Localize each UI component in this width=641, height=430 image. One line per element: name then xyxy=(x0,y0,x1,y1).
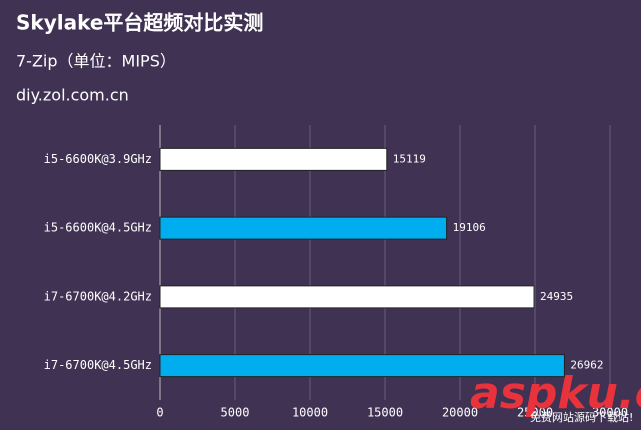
data-label: 15119 xyxy=(393,152,426,165)
y-tick-label: i5-6600K@3.9GHz xyxy=(44,152,152,166)
y-tick-label: i5-6600K@4.5GHz xyxy=(44,221,152,235)
x-tick-label: 25000 xyxy=(517,406,553,420)
chart-source: diy.zol.com.cn xyxy=(16,86,129,105)
data-label: 24935 xyxy=(540,290,573,303)
x-tick-label: 0 xyxy=(156,406,163,420)
bar xyxy=(159,216,448,240)
x-tick-label: 15000 xyxy=(367,406,403,420)
chart-subtitle: 7-Zip（单位：MIPS） xyxy=(16,52,176,71)
x-tick-label: 5000 xyxy=(221,406,250,420)
watermark: aspku.com xyxy=(470,368,641,419)
watermark-caption: 免费网站源码下载站! xyxy=(530,410,633,424)
bar xyxy=(159,147,388,171)
bar xyxy=(159,354,565,378)
x-tick-label: 20000 xyxy=(442,406,478,420)
y-tick-label: i7-6700K@4.5GHz xyxy=(44,358,152,372)
data-label: 19106 xyxy=(453,221,486,234)
bar xyxy=(159,285,535,309)
y-tick-label: i7-6700K@4.2GHz xyxy=(44,289,152,303)
chart-title: Skylake平台超频对比实测 xyxy=(16,11,263,35)
x-tick-label: 30000 xyxy=(592,406,628,420)
data-label: 26962 xyxy=(570,359,603,372)
x-tick-label: 10000 xyxy=(292,406,328,420)
